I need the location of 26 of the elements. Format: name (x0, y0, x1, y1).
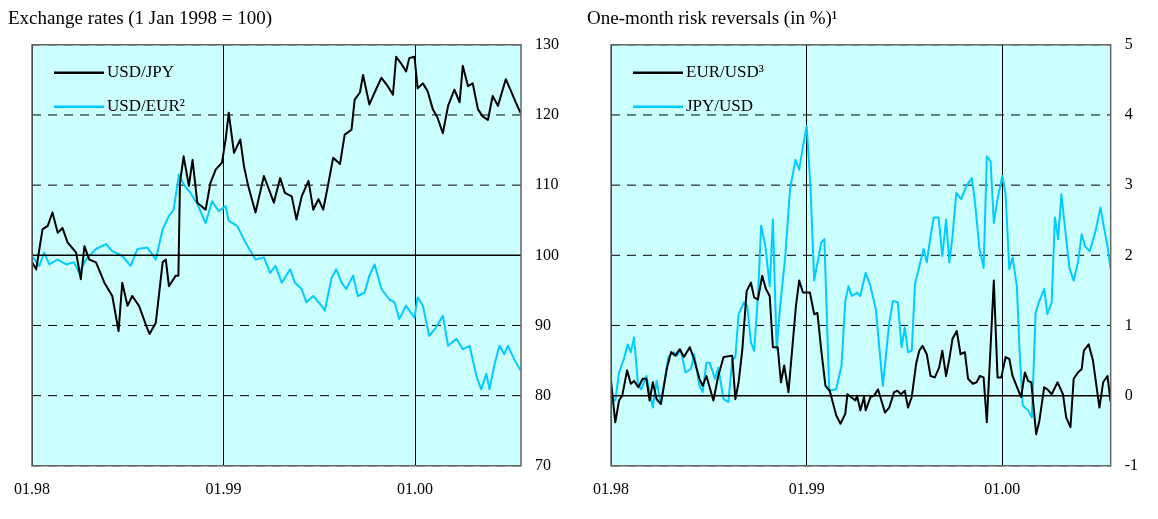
legend-label: USD/JPY (107, 62, 175, 82)
legend-label: USD/EUR² (107, 96, 185, 116)
y-tick-label: 120 (535, 105, 559, 123)
chart-title: One-month risk reversals (in %)¹ (587, 7, 838, 30)
y-tick-label: 5 (1124, 35, 1133, 52)
y-tick-label: -1 (1124, 456, 1138, 473)
y-tick-label: 70 (535, 456, 551, 473)
x-tick-label: 01.00 (984, 479, 1021, 497)
y-tick-label: 2 (1124, 245, 1133, 263)
y-tick-label: 130 (535, 35, 559, 52)
x-tick-label: 01.99 (788, 479, 825, 497)
y-tick-label: 0 (1124, 385, 1133, 403)
y-tick-label: 80 (535, 385, 551, 403)
y-tick-label: 90 (535, 315, 551, 333)
legend-label: JPY/USD (686, 96, 754, 116)
y-tick-label: 4 (1124, 105, 1133, 123)
x-tick-label: 01.00 (397, 479, 434, 497)
y-tick-label: 3 (1124, 175, 1133, 193)
y-tick-label: 100 (535, 245, 559, 263)
y-tick-label: 1 (1124, 315, 1133, 333)
chart-title: Exchange rates (1 Jan 1998 = 100) (8, 7, 272, 30)
legend-label: EUR/USD³ (686, 62, 764, 82)
x-tick-label: 01.99 (205, 479, 242, 497)
x-tick-label: 01.98 (593, 479, 629, 497)
x-tick-label: 01.98 (14, 479, 50, 497)
y-tick-label: 110 (535, 175, 559, 193)
